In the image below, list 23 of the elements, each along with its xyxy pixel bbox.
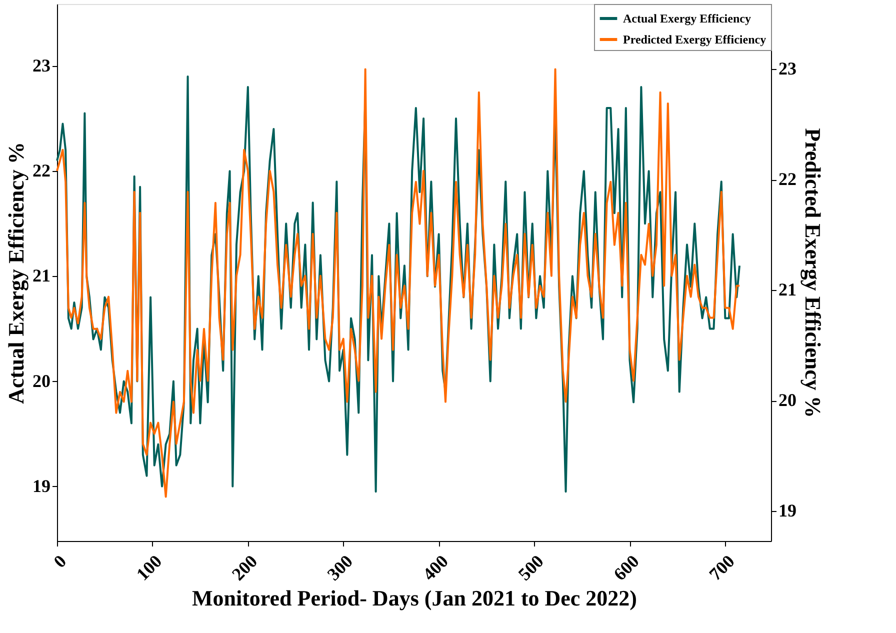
x-tick-label: 700 bbox=[705, 551, 738, 584]
y2-tick-label: 19 bbox=[778, 500, 796, 521]
x-tick-label: 200 bbox=[228, 551, 262, 584]
x-tick-label: 100 bbox=[132, 551, 166, 584]
x-axis-title: Monitored Period- Days (Jan 2021 to Dec 2022) bbox=[192, 585, 638, 610]
y-axis-title: Actual Exergy Efficiency % bbox=[4, 142, 28, 404]
y2-axis-title: Predicted Exergy Efficiency % bbox=[800, 128, 826, 418]
legend-label: Predicted Exergy Efficiency bbox=[623, 32, 766, 46]
y2-tick-label: 22 bbox=[778, 169, 796, 190]
y-tick-label: 19 bbox=[32, 476, 50, 496]
x-tick-label: 600 bbox=[610, 551, 643, 584]
y2-tick-label: 20 bbox=[778, 390, 796, 410]
y-tick-label: 22 bbox=[32, 160, 50, 181]
x-tick-label: 400 bbox=[418, 551, 452, 584]
x-tick-label: 300 bbox=[323, 551, 357, 584]
x-tick-label: 0 bbox=[50, 551, 70, 572]
x-tick-label: 500 bbox=[514, 551, 548, 584]
y2-tick-label: 23 bbox=[778, 58, 796, 79]
y-tick-label: 23 bbox=[32, 56, 50, 76]
y-tick-label: 20 bbox=[32, 370, 50, 391]
y-tick-label: 21 bbox=[32, 266, 50, 286]
legend-label: Actual Exergy Efficiency bbox=[623, 12, 751, 26]
y2-tick-label: 21 bbox=[778, 280, 796, 300]
